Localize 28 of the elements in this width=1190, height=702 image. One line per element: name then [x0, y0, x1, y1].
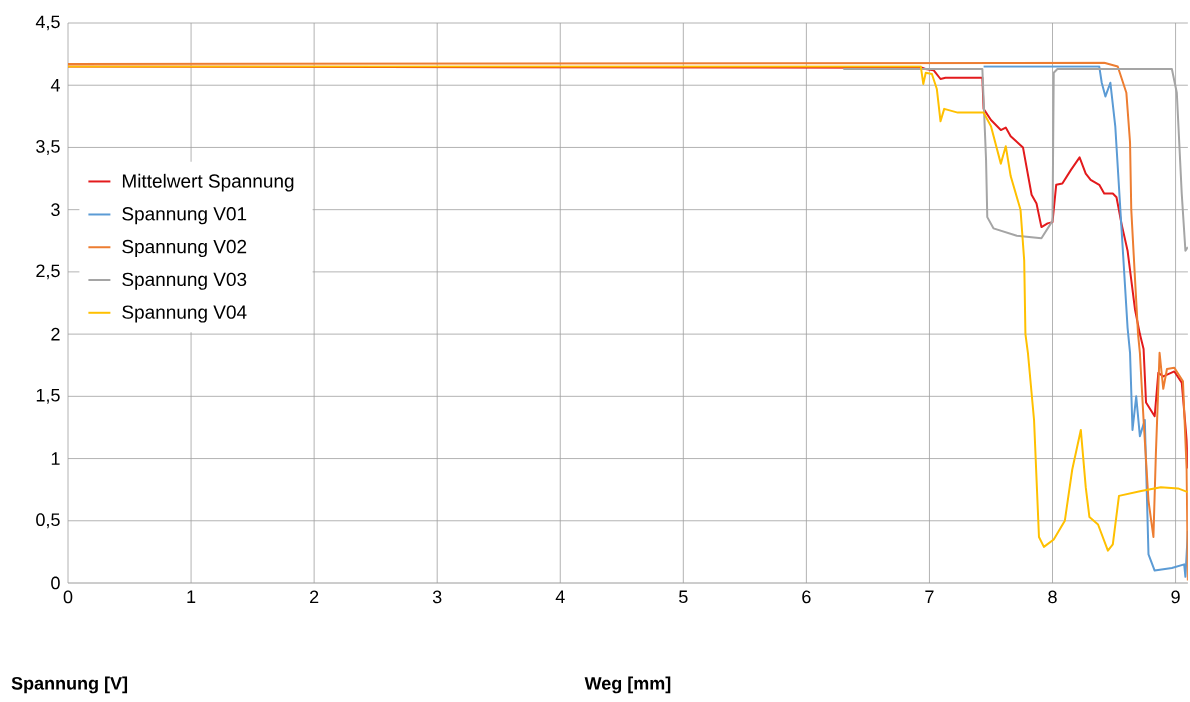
x-tick-label: 4: [555, 590, 565, 603]
x-tick-label: 5: [679, 590, 688, 604]
y-tick-label: 2,5: [36, 264, 60, 280]
legend-label: Mittelwert Spannung: [122, 173, 294, 192]
x-axis-title: Weg [mm]: [584, 676, 671, 694]
y-tick-label: 2: [51, 327, 60, 341]
y-tick-label: 3,5: [36, 140, 60, 155]
x-tick-label: 6: [802, 590, 811, 604]
y-tick-label: 3: [51, 203, 60, 217]
x-tick-label: 2: [310, 590, 319, 604]
legend-label: Spannung V01: [122, 207, 247, 225]
x-tick-label: 0: [63, 590, 73, 604]
legend-label: Spannung V03: [122, 272, 247, 290]
line-series: [982, 65, 1188, 578]
y-tick-label: 1: [51, 452, 60, 465]
y-tick-label: 1,5: [36, 388, 60, 404]
x-tick-label: 3: [432, 590, 442, 604]
legend-label: Spannung V02: [122, 239, 247, 258]
y-tick-label: 0: [51, 576, 60, 590]
x-tick-label: 9: [1171, 590, 1180, 604]
x-tick-label: 7: [925, 590, 934, 603]
y-axis-title: Spannung [V]: [11, 676, 128, 694]
y-tick-label: 0,5: [36, 513, 60, 529]
x-tick-label: 8: [1048, 590, 1057, 604]
y-tick-label: 4,5: [35, 15, 60, 31]
legend-label: Spannung V04: [122, 305, 247, 323]
y-tick-label: 4: [50, 79, 60, 92]
x-tick-label: 1: [187, 590, 196, 603]
